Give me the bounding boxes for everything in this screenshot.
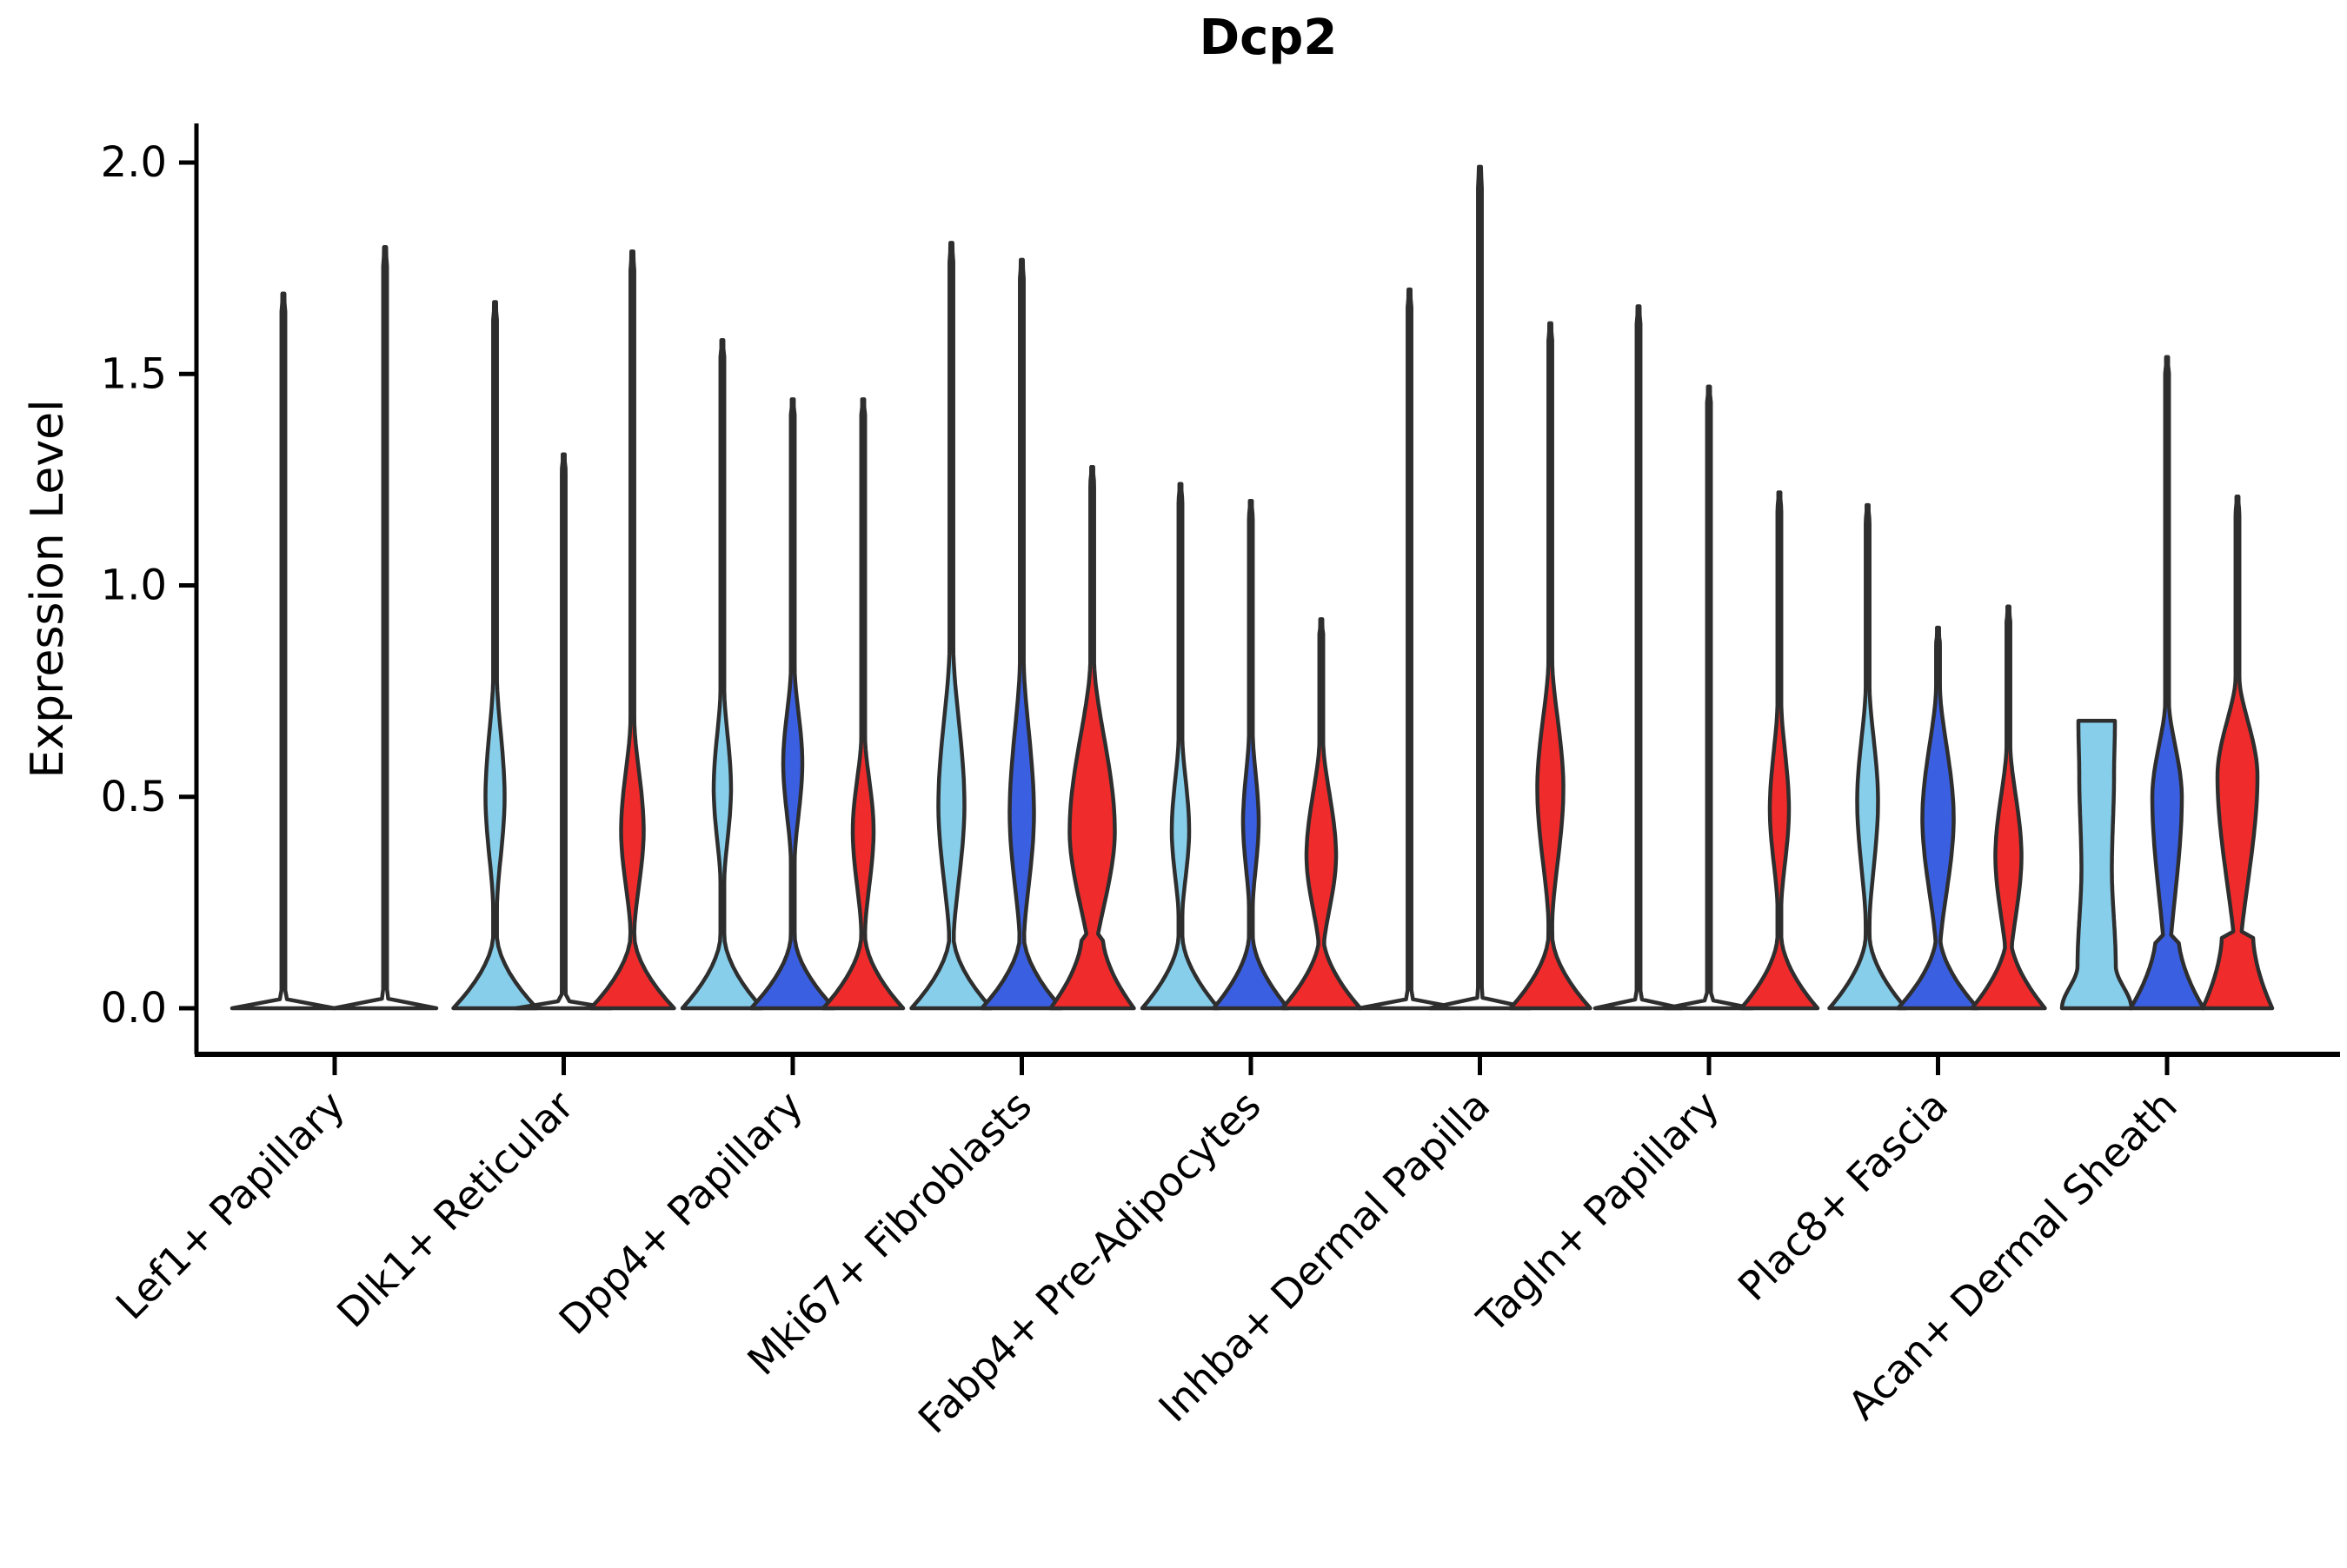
violin-group-7 — [1592, 304, 1820, 1011]
violin-group-3 — [680, 338, 906, 1011]
violin-group-8 — [1827, 502, 2047, 1011]
axes: 0.0 0.5 1.0 1.5 2.0 — [101, 123, 2340, 1057]
violin-group-darkblue — [1896, 625, 1980, 1011]
x-tick-label: Plac8+ Fascia — [1729, 1082, 1957, 1310]
y-tick-label: 1.0 — [101, 561, 167, 610]
chart-title: Dcp2 — [1200, 10, 1338, 66]
violin-group-lightblue — [229, 291, 337, 1011]
violin-group-darkblue — [748, 397, 837, 1011]
violin-group-darkblue — [980, 257, 1064, 1011]
violin-group-darkblue — [1211, 498, 1291, 1011]
y-tick-label: 1.5 — [101, 349, 167, 398]
y-axis-label: Expression Level — [22, 399, 74, 778]
violin-group-darkblue — [514, 452, 614, 1011]
violin-group-lightblue — [680, 338, 765, 1011]
violin-group-9 — [2059, 355, 2275, 1011]
x-tick-label: Tagln+ Papillary — [1467, 1082, 1728, 1343]
violin-group-lightblue — [2059, 718, 2134, 1011]
violin-group-6 — [1357, 164, 1592, 1011]
violin-group-darkblue — [2128, 355, 2206, 1011]
violin-group-red — [1970, 604, 2047, 1011]
violin-group-red — [588, 249, 676, 1011]
y-tick-label: 2.0 — [101, 138, 167, 187]
violins — [229, 164, 2275, 1011]
violin-group-1 — [229, 245, 439, 1011]
x-tick-label: Lef1+ Papillary — [107, 1082, 354, 1329]
violin-group-lightblue — [1357, 287, 1462, 1011]
x-tick-label: Dpp4+ Papillary — [550, 1082, 812, 1344]
violin-group-lightblue — [1592, 304, 1685, 1011]
y-tick-label: 0.5 — [101, 773, 167, 821]
violin-group-darkblue — [1663, 384, 1755, 1011]
violin-group-lightblue — [909, 241, 994, 1011]
violin-group-lightblue — [1827, 502, 1908, 1011]
violin-group-4 — [909, 241, 1136, 1011]
violin-group-red — [1048, 465, 1136, 1011]
violin-group-lightblue — [1140, 482, 1221, 1011]
violin-group-darkblue — [1427, 164, 1533, 1011]
violin-group-red — [2200, 495, 2275, 1011]
x-tick-label: Dlk1+ Reticular — [328, 1082, 582, 1337]
violin-group-lightblue — [451, 300, 539, 1011]
violin-group-red — [1280, 617, 1363, 1011]
violin-group-red — [1739, 490, 1820, 1011]
violin-group-2 — [451, 249, 676, 1011]
y-tick-label: 0.0 — [101, 984, 167, 1033]
violin-group-red — [821, 397, 906, 1011]
violin-group-5 — [1140, 482, 1363, 1011]
violin-group-darkblue — [331, 245, 439, 1011]
violin-group-red — [1508, 321, 1592, 1011]
